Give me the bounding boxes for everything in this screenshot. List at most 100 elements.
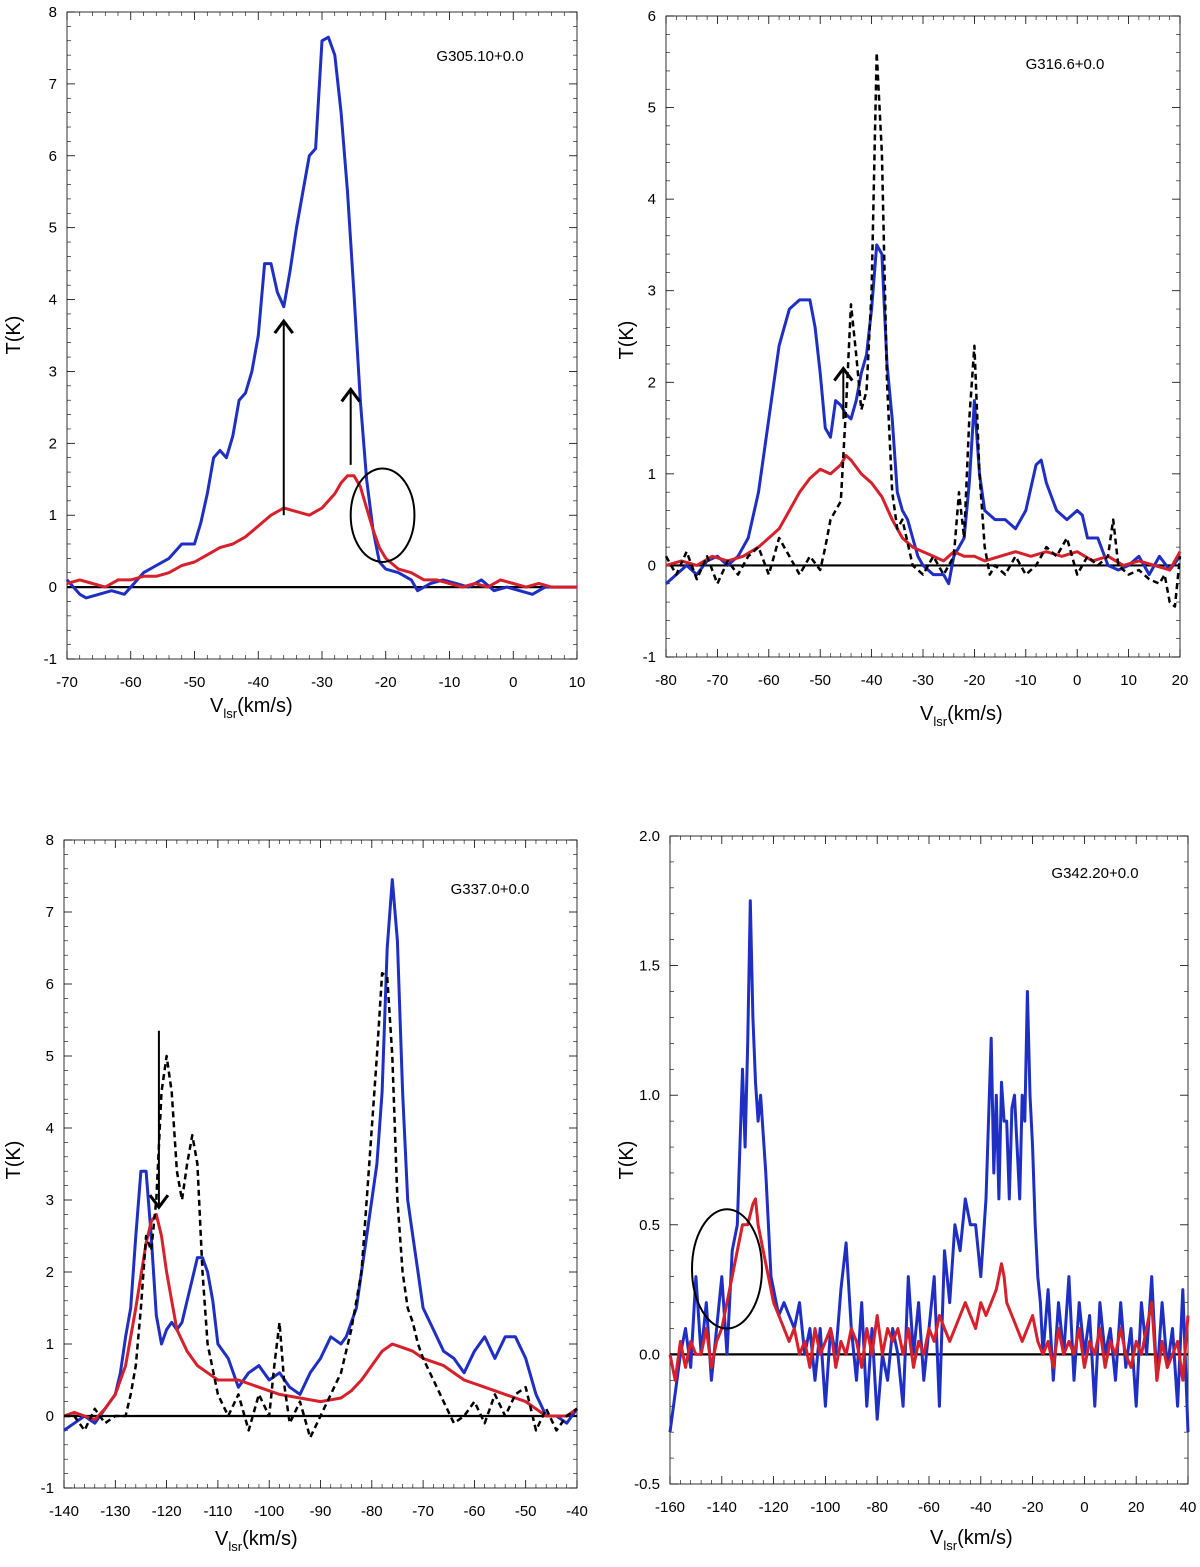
x-tick-label-g337: -40 — [566, 1503, 588, 1520]
x-axis-label-unit-g305: (km/s) — [237, 695, 293, 717]
x-tick-label-g305: 10 — [569, 674, 586, 691]
y-tick-label-g305: 6 — [49, 148, 57, 165]
series-line-blue-g342 — [668, 899, 1190, 1433]
x-tick-label-g337: -60 — [464, 1503, 486, 1520]
y-tick-label-g305: 1 — [49, 507, 57, 524]
x-axis-label-main-g316: V — [920, 703, 934, 725]
annotation-arrow-head-g316 — [833, 366, 854, 382]
y-tick-label-g316: 6 — [648, 8, 656, 25]
x-tick-label-g316: -20 — [964, 672, 986, 689]
series-line-black-g337 — [64, 971, 578, 1439]
y-tick-label-g316: 1 — [648, 466, 656, 483]
x-tick-label-g342: -160 — [655, 1499, 685, 1516]
x-tick-label-g342: -80 — [866, 1499, 888, 1516]
x-tick-label-g337: -80 — [361, 1503, 383, 1520]
x-axis-label-unit-g316: (km/s) — [947, 703, 1003, 725]
series-line-red-g316 — [665, 454, 1182, 572]
y-axis-label-g305: T(K) — [3, 316, 25, 355]
x-tick-label-g342: -100 — [810, 1499, 840, 1516]
x-tick-label-g316: -40 — [861, 672, 883, 689]
y-tick-label-g342: 2.0 — [639, 828, 660, 845]
y-tick-label-g305: 7 — [49, 76, 57, 93]
y-axis-label-g342: T(K) — [616, 1141, 638, 1180]
y-tick-label-g337: 6 — [46, 976, 54, 993]
chart-panel-g342: -0.5 0.0 0.5 1.0 1.5 2.0 -160 -140 -120 -100 -80 -6… — [616, 828, 1196, 1553]
panel-title-g337: G337.0+0.0 — [451, 881, 530, 898]
y-tick-label-g316: -1 — [643, 649, 656, 666]
x-tick-label-g316: -50 — [809, 672, 831, 689]
x-tick-label-g342: -20 — [1022, 1499, 1044, 1516]
x-axis-label-unit-g337: (km/s) — [242, 1528, 298, 1550]
x-tick-label-g316: 10 — [1120, 672, 1137, 689]
x-tick-label-g342: -140 — [707, 1499, 737, 1516]
series-line-red-g342 — [668, 1197, 1190, 1382]
x-tick-label-g305: -10 — [439, 674, 461, 691]
x-tick-label-g342: 40 — [1180, 1499, 1197, 1516]
y-tick-label-g316: 2 — [648, 374, 656, 391]
plot-frame-g316 — [665, 15, 1181, 658]
annotation-arrow-head-g305 — [273, 318, 294, 335]
x-axis-label-main-g337: V — [215, 1528, 229, 1550]
x-tick-label-g316: -10 — [1015, 672, 1037, 689]
x-tick-label-g342: 20 — [1128, 1499, 1145, 1516]
annotation-ellipse-g305 — [349, 467, 416, 563]
x-tick-label-g305: -60 — [120, 674, 142, 691]
y-tick-label-g337: 2 — [46, 1264, 54, 1281]
y-tick-label-g337: -1 — [41, 1480, 54, 1497]
plot-frame-g337 — [63, 839, 578, 1489]
x-axis-label-g337: Vlsr(km/s) — [215, 1528, 298, 1554]
chart-panel-g337: -1 0 1 2 3 4 5 6 7 8 -140 -130 -120 -110 -100 -90 -80 -70… — [3, 832, 588, 1554]
y-tick-label-g337: 1 — [46, 1336, 54, 1353]
x-tick-label-g342: -60 — [918, 1499, 940, 1516]
x-axis-label-sub-g337: lsr — [228, 1539, 242, 1554]
x-tick-label-g337: -120 — [152, 1503, 182, 1520]
series-line-blue-g337 — [63, 878, 579, 1432]
x-axis-label-sub-g342: lsr — [943, 1538, 957, 1553]
y-tick-label-g305: 2 — [49, 435, 57, 452]
panel-title-g316: G316.6+0.0 — [1026, 56, 1105, 73]
y-tick-label-g305: 0 — [49, 579, 57, 596]
y-tick-label-g305: -1 — [44, 651, 57, 668]
x-tick-label-g337: -90 — [310, 1503, 332, 1520]
x-axis-label-g316: Vlsr(km/s) — [920, 703, 1003, 729]
series-line-red-g337 — [63, 1212, 578, 1422]
x-tick-label-g316: 20 — [1172, 672, 1189, 689]
y-tick-label-g316: 4 — [648, 191, 656, 208]
y-tick-label-g342: 1.5 — [639, 958, 660, 975]
x-tick-label-g337: -50 — [515, 1503, 537, 1520]
y-tick-label-g342: 0.5 — [639, 1217, 660, 1234]
series-line-red-g305 — [66, 474, 577, 589]
x-tick-label-g316: 0 — [1073, 672, 1081, 689]
y-tick-label-g305: 8 — [49, 4, 57, 21]
y-tick-label-g342: -0.5 — [634, 1476, 660, 1493]
y-tick-label-g342: 0.0 — [639, 1346, 660, 1363]
annotation-arrow-head-g305 — [340, 386, 361, 403]
x-tick-label-g342: -40 — [970, 1499, 992, 1516]
x-axis-label-g305: Vlsr(km/s) — [210, 695, 293, 721]
panel-title-g342: G342.20+0.0 — [1051, 865, 1138, 882]
x-tick-label-g305: -20 — [375, 674, 397, 691]
x-axis-label-sub-g305: lsr — [223, 706, 237, 721]
x-axis-label-g342: Vlsr(km/s) — [930, 1527, 1013, 1553]
y-tick-label-g305: 3 — [49, 363, 57, 380]
x-tick-label-g342: 0 — [1080, 1499, 1088, 1516]
series-line-blue-g305 — [65, 35, 577, 600]
plot-frame-g305 — [66, 11, 578, 660]
x-tick-label-g305: -40 — [247, 674, 269, 691]
x-tick-label-g316: -70 — [707, 672, 729, 689]
y-tick-label-g337: 3 — [46, 1192, 54, 1209]
y-tick-label-g337: 7 — [46, 904, 54, 921]
x-tick-label-g316: -80 — [655, 672, 677, 689]
y-tick-label-g337: 0 — [46, 1408, 54, 1425]
y-tick-label-g337: 4 — [46, 1120, 54, 1137]
x-tick-label-g316: -60 — [758, 672, 780, 689]
annotation-arrow-head-g337 — [148, 1194, 170, 1210]
y-tick-label-g337: 5 — [46, 1048, 54, 1065]
x-tick-label-g305: -30 — [311, 674, 333, 691]
x-tick-label-g305: -70 — [56, 674, 78, 691]
x-tick-label-g305: -50 — [184, 674, 206, 691]
y-tick-label-g316: 3 — [648, 283, 656, 300]
x-tick-label-g337: -100 — [254, 1503, 284, 1520]
panel-title-g305: G305.10+0.0 — [436, 48, 523, 65]
